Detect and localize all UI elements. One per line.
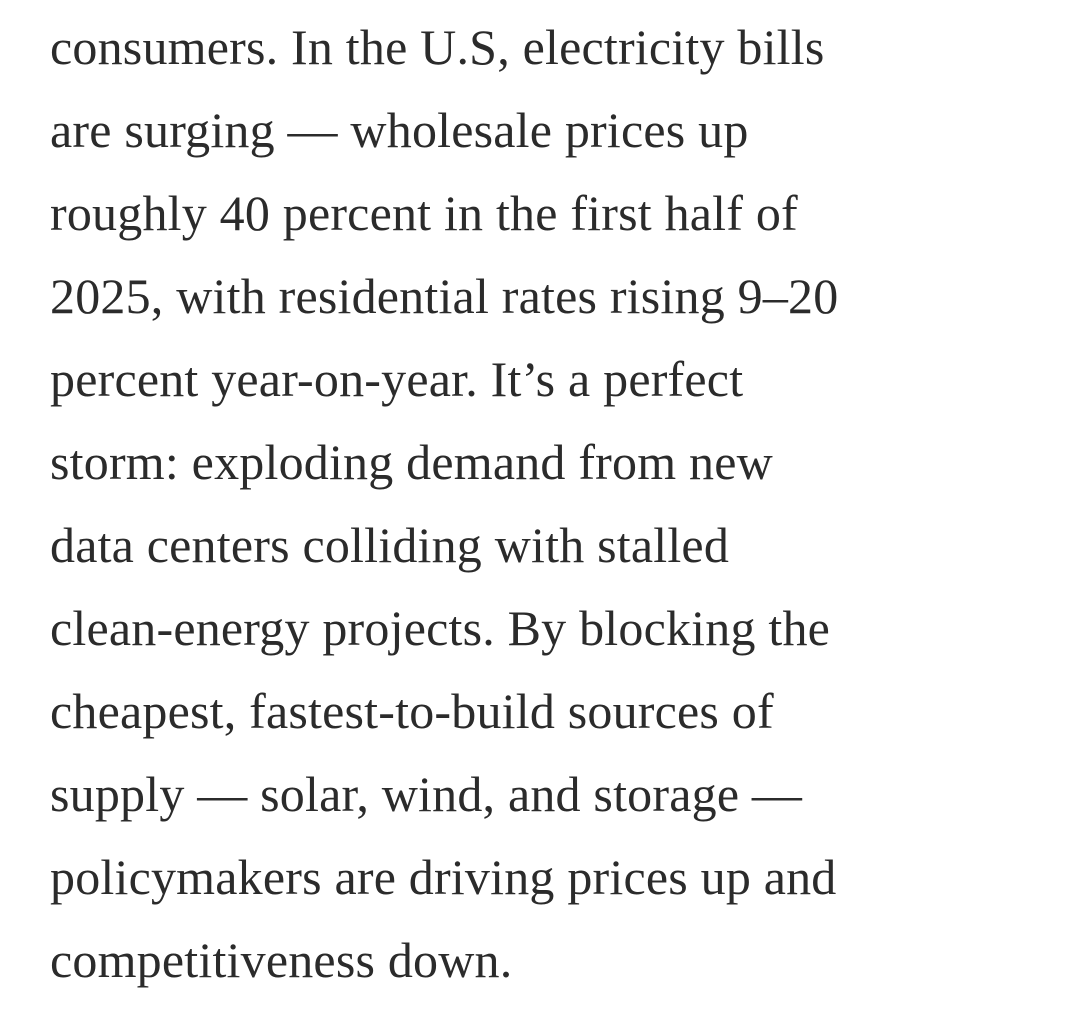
paragraph-line: supply — solar, wind, and storage — — [50, 766, 803, 822]
paragraph-line: roughly 40 percent in the first half of — [50, 185, 798, 241]
paragraph-line: clean-energy projects. By blocking the — [50, 600, 831, 656]
paragraph-line: storm: exploding demand from new — [50, 434, 773, 490]
paragraph-line: policymakers are driving prices up and — [50, 849, 837, 905]
paragraph-line: cheapest, fastest-to-build sources of — [50, 683, 774, 739]
paragraph-line: competitiveness down. — [50, 932, 513, 988]
article-paragraph: consumers. In the U.S, electricity bills… — [50, 6, 838, 1002]
paragraph-line: 2025, with residential rates rising 9–20 — [50, 268, 839, 324]
paragraph-line: are surging — wholesale prices up — [50, 102, 749, 158]
paragraph-line: percent year-on-year. It’s a perfect — [50, 351, 744, 407]
paragraph-line: data centers colliding with stalled — [50, 517, 730, 573]
paragraph-line: consumers. In the U.S, electricity bills — [50, 19, 825, 75]
